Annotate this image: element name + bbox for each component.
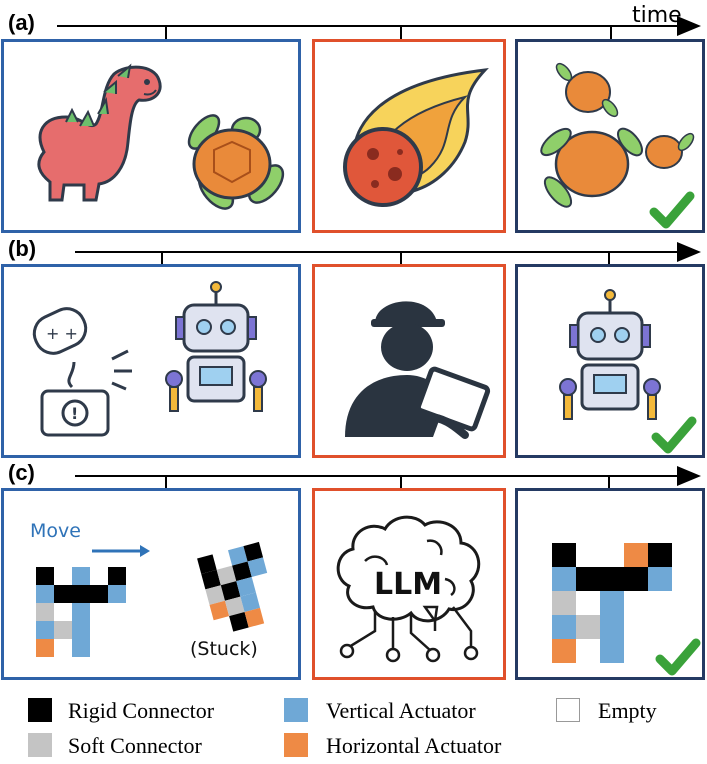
legend-label-soft: Soft Connector (68, 733, 202, 758)
checkmark-icon (651, 416, 697, 454)
row-label-a: (a) (8, 10, 35, 35)
panel-a-before (1, 39, 301, 233)
svg-text:+ +: + + (46, 324, 78, 343)
voxel-robot-moving (36, 567, 126, 657)
move-label: Move (30, 520, 81, 542)
panel-b-event (312, 264, 506, 458)
engineer-icon (345, 301, 491, 439)
row-label-b: (b) (8, 236, 37, 261)
svg-text:!: ! (71, 404, 78, 423)
panel-c-after (515, 488, 705, 680)
row-label-c: (c) (8, 460, 35, 485)
turtle-icon (187, 114, 285, 210)
panel-a-event (312, 39, 506, 233)
llm-label: LLM (374, 567, 443, 602)
dinosaur-icon (37, 63, 162, 202)
legend-label-vertical: Vertical Actuator (326, 698, 476, 723)
time-axis-label: time (632, 3, 682, 28)
robot-icon (165, 281, 267, 412)
legend-swatch-horizontal (284, 733, 308, 757)
legend-label-horizontal: Horizontal Actuator (326, 733, 502, 758)
legend-swatch-rigid (28, 698, 52, 722)
legend-swatch-empty (556, 698, 580, 722)
voxel-robot-stuck (197, 541, 268, 632)
legend-label-empty: Empty (598, 698, 657, 723)
checkmark-icon (649, 191, 695, 229)
legend-swatch-soft (28, 733, 52, 757)
turtles-icon (540, 62, 695, 229)
legend-swatch-vertical (284, 698, 308, 722)
panel-c-event (312, 488, 506, 680)
panel-b-before: + + ! (1, 264, 301, 458)
legend-label-rigid: Rigid Connector (68, 698, 215, 723)
panel-a-after (515, 39, 705, 233)
voxel-robot-improved (552, 543, 672, 663)
broken-robot-icon: + + ! (32, 307, 132, 437)
robot-icon (559, 289, 661, 420)
brain-circuit-icon (336, 515, 481, 663)
checkmark-icon (655, 638, 701, 676)
meteor-icon (343, 68, 489, 207)
panel-c-before (1, 488, 301, 680)
stuck-label: (Stuck) (190, 638, 258, 660)
panel-b-after (515, 264, 705, 458)
